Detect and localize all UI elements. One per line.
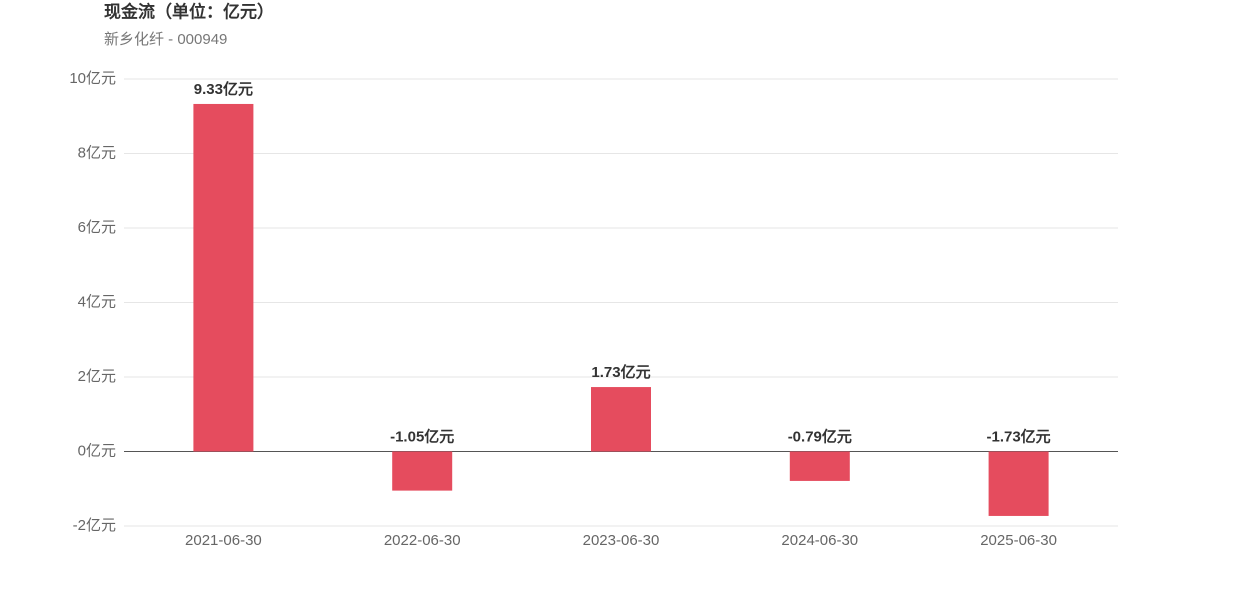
x-tick-label: 2023-06-30 — [583, 532, 660, 549]
value-label: -0.79亿元 — [788, 427, 852, 445]
value-label: -1.05亿元 — [390, 427, 454, 445]
value-label: 1.73亿元 — [591, 363, 650, 381]
bar — [193, 103, 254, 452]
y-tick-label: 4亿元 — [78, 293, 116, 310]
bar — [591, 387, 651, 452]
x-tick-label: 2021-06-30 — [185, 532, 262, 549]
y-tick-label: 6亿元 — [78, 219, 116, 236]
value-label: -1.73亿元 — [986, 427, 1050, 445]
x-tick-label: 2024-06-30 — [781, 532, 858, 549]
y-tick-label: 8亿元 — [78, 144, 116, 161]
y-tick-label: 2亿元 — [78, 368, 116, 385]
chart-subtitle: 新乡化纤 - 000949 — [104, 31, 227, 48]
y-tick-label: 10亿元 — [69, 70, 116, 87]
bar — [988, 451, 1049, 516]
x-tick-label: 2025-06-30 — [980, 532, 1057, 549]
value-label: 9.33亿元 — [194, 80, 253, 98]
bar — [392, 451, 453, 491]
y-tick-label: -2亿元 — [73, 517, 116, 534]
x-tick-label: 2022-06-30 — [384, 532, 461, 549]
chart-title: 现金流（单位：亿元） — [104, 1, 274, 21]
y-tick-label: 0亿元 — [78, 442, 116, 459]
bar — [789, 451, 850, 481]
